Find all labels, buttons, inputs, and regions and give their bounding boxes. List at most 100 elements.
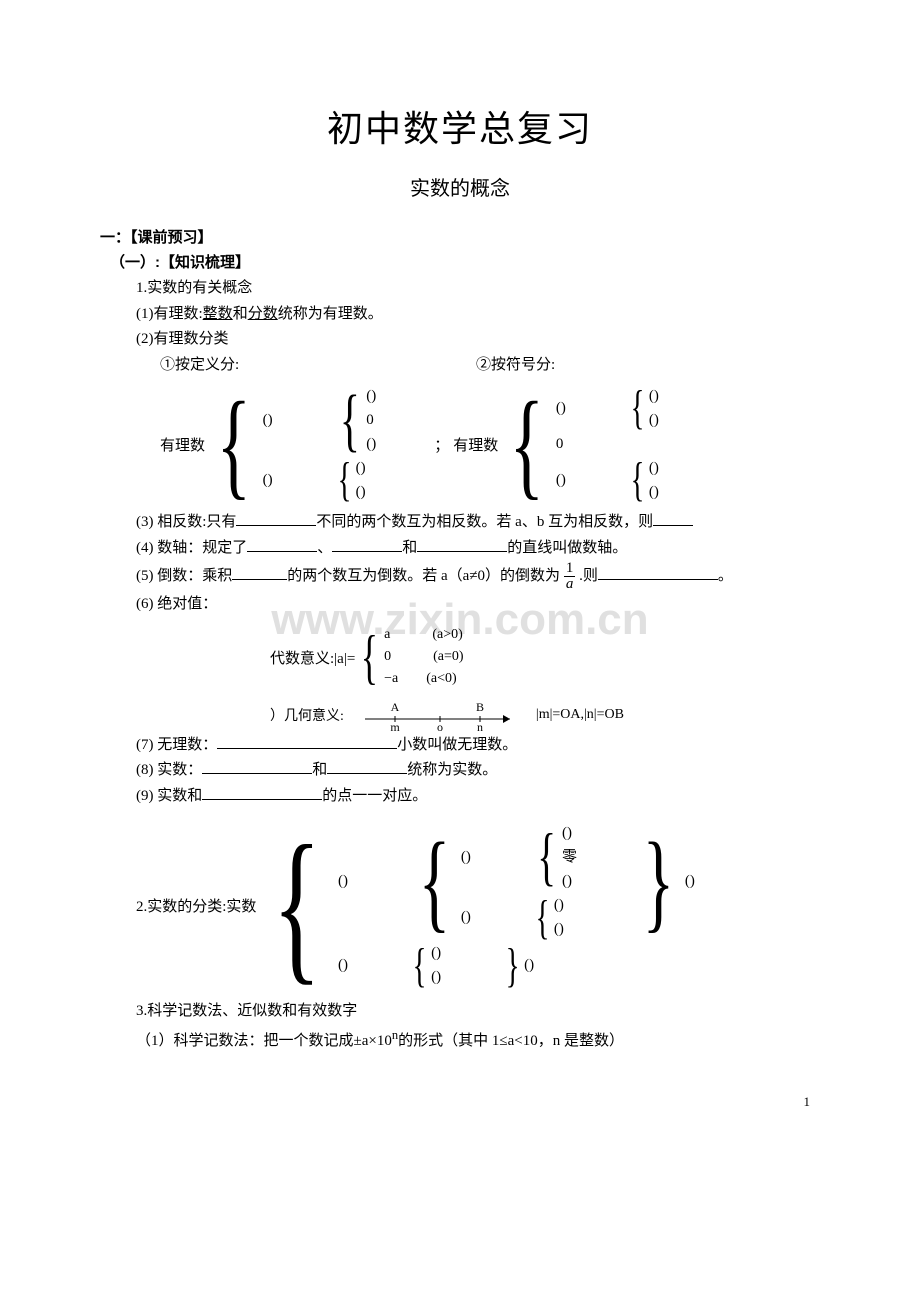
t: (3) 相反数:只有 bbox=[136, 514, 236, 530]
paren-blank bbox=[556, 396, 626, 420]
t: 小数叫做无理数。 bbox=[397, 737, 517, 753]
t: (1)有理数: bbox=[136, 306, 203, 322]
paren-blank bbox=[431, 965, 501, 989]
rbrace-icon: { bbox=[643, 832, 675, 931]
lbrace-icon: { bbox=[537, 828, 556, 887]
paren-blank bbox=[338, 869, 408, 893]
paren-blank bbox=[556, 468, 626, 492]
p9: (9) 实数和 的点一一对应。 bbox=[136, 784, 820, 810]
stack: 0 bbox=[366, 384, 436, 456]
p8: (8) 实数：和统称为实数。 bbox=[136, 758, 820, 784]
paren-blank bbox=[524, 953, 614, 977]
den: a bbox=[564, 577, 576, 592]
paren-blank bbox=[461, 845, 531, 869]
p11: 3.科学记数法、近似数和有效数字 bbox=[136, 999, 820, 1025]
svg-text:m: m bbox=[390, 720, 400, 733]
t: |m|=OA,|n|=OB bbox=[536, 707, 624, 723]
p1: 1.实数的有关概念 bbox=[136, 276, 820, 302]
paren-blank bbox=[356, 456, 426, 480]
r: 0 (a=0) bbox=[384, 646, 463, 668]
blank bbox=[202, 758, 312, 774]
t: 代数意义:|a|= bbox=[270, 647, 355, 668]
t: 。 bbox=[718, 568, 733, 584]
u2: 分数 bbox=[248, 306, 278, 322]
lbrace-icon: { bbox=[413, 944, 427, 987]
zero: 0 bbox=[556, 432, 719, 456]
t: 的点一一对应。 bbox=[322, 788, 427, 804]
blank bbox=[236, 510, 316, 526]
paren-blank bbox=[366, 432, 436, 456]
brace-group-2: 2.实数的分类:实数 { { { 零 bbox=[136, 821, 820, 989]
lbrace-icon: { bbox=[337, 458, 351, 501]
blank bbox=[202, 784, 322, 800]
svg-text:A: A bbox=[391, 700, 400, 714]
paren-blank bbox=[554, 917, 624, 941]
paren-blank bbox=[649, 456, 719, 480]
zero: 0 bbox=[366, 408, 436, 432]
paren-blank bbox=[649, 480, 719, 504]
lbrace-icon: { bbox=[339, 389, 359, 452]
p1-1: (1)有理数:整数和分数统称为有理数。 bbox=[136, 302, 820, 328]
t: (9) 实数和 bbox=[136, 788, 202, 804]
paren-blank bbox=[562, 821, 632, 845]
lbrace-icon: { bbox=[273, 829, 322, 982]
blank bbox=[653, 510, 693, 526]
stack bbox=[356, 456, 426, 504]
paren-blank bbox=[649, 408, 719, 432]
abs-defn: 代数意义:|a|= { a (a>0) 0 (a=0) −a (a<0) bbox=[270, 624, 820, 691]
stack: { 0 { bbox=[263, 384, 437, 504]
paren-blank bbox=[685, 869, 775, 893]
t: （1）科学记数法：把一个数记成±a×10 bbox=[136, 1033, 392, 1049]
fraction: 1a bbox=[564, 561, 576, 592]
blank bbox=[417, 536, 507, 552]
t: ）几何意义: bbox=[270, 705, 344, 725]
stack bbox=[554, 893, 624, 941]
r: a (a>0) bbox=[384, 624, 463, 646]
svg-text:o: o bbox=[437, 720, 443, 733]
label: 有理数 bbox=[453, 434, 498, 455]
p1-2: (2)有理数分类 bbox=[136, 327, 820, 353]
p1-2-sub: ①按定义分: ②按符号分: bbox=[160, 353, 820, 379]
stack: a (a>0) 0 (a=0) −a (a<0) bbox=[384, 624, 463, 691]
label: 有理数 bbox=[160, 434, 205, 455]
paren-blank bbox=[356, 480, 426, 504]
page-number: 1 bbox=[100, 1094, 820, 1110]
t: 和 bbox=[312, 762, 327, 778]
p5: (5) 倒数：乘积的两个数互为倒数。若 a（a≠0）的倒数为 1a .则。 bbox=[136, 561, 820, 592]
numberline-icon: A B m o n bbox=[360, 697, 520, 733]
blank bbox=[332, 536, 402, 552]
p3: (3) 相反数:只有 不同的两个数互为相反数。若 a、b 互为相反数，则 bbox=[136, 510, 820, 536]
subtitle: 实数的概念 bbox=[100, 172, 820, 201]
rbrace-icon: { bbox=[506, 944, 520, 987]
blank bbox=[327, 758, 407, 774]
t: 和 bbox=[402, 540, 417, 556]
section-1-1: （一）:【知识梳理】 bbox=[110, 251, 820, 272]
stack: { 0 { bbox=[556, 384, 719, 504]
blank bbox=[232, 564, 287, 580]
r: −a (a<0) bbox=[384, 668, 463, 690]
t: ②按符号分: bbox=[476, 353, 555, 379]
stack: { 零 { bbox=[461, 821, 632, 941]
p7: (7) 无理数：小数叫做无理数。 bbox=[136, 733, 820, 759]
svg-text:B: B bbox=[476, 700, 484, 714]
t: (8) 实数： bbox=[136, 762, 202, 778]
semi: ； bbox=[434, 434, 449, 455]
brace-group-1: 有理数 { { 0 { bbox=[160, 384, 820, 504]
t: 和 bbox=[233, 306, 248, 322]
main-title: 初中数学总复习 bbox=[100, 100, 820, 152]
t: 、 bbox=[317, 540, 332, 556]
stack bbox=[431, 941, 501, 989]
paren-blank bbox=[338, 953, 408, 977]
t: 的两个数互为倒数。若 a（a≠0）的倒数为 bbox=[287, 568, 560, 584]
lbrace-icon: { bbox=[361, 630, 378, 684]
p4: (4) 数轴：规定了、和的直线叫做数轴。 bbox=[136, 536, 820, 562]
t: 不同的两个数互为相反数。若 a、b 互为相反数，则 bbox=[316, 514, 653, 530]
t: (5) 倒数：乘积 bbox=[136, 568, 232, 584]
lbrace-icon: { bbox=[419, 832, 451, 931]
t: 的直线叫做数轴。 bbox=[507, 540, 627, 556]
t: 的形式（其中 1≤a<10，n 是整数） bbox=[398, 1033, 624, 1049]
stack: 零 bbox=[562, 821, 632, 893]
section-1: 一：【课前预习】 bbox=[100, 226, 820, 247]
label: 2.实数的分类:实数 bbox=[136, 895, 256, 916]
blank bbox=[247, 536, 317, 552]
